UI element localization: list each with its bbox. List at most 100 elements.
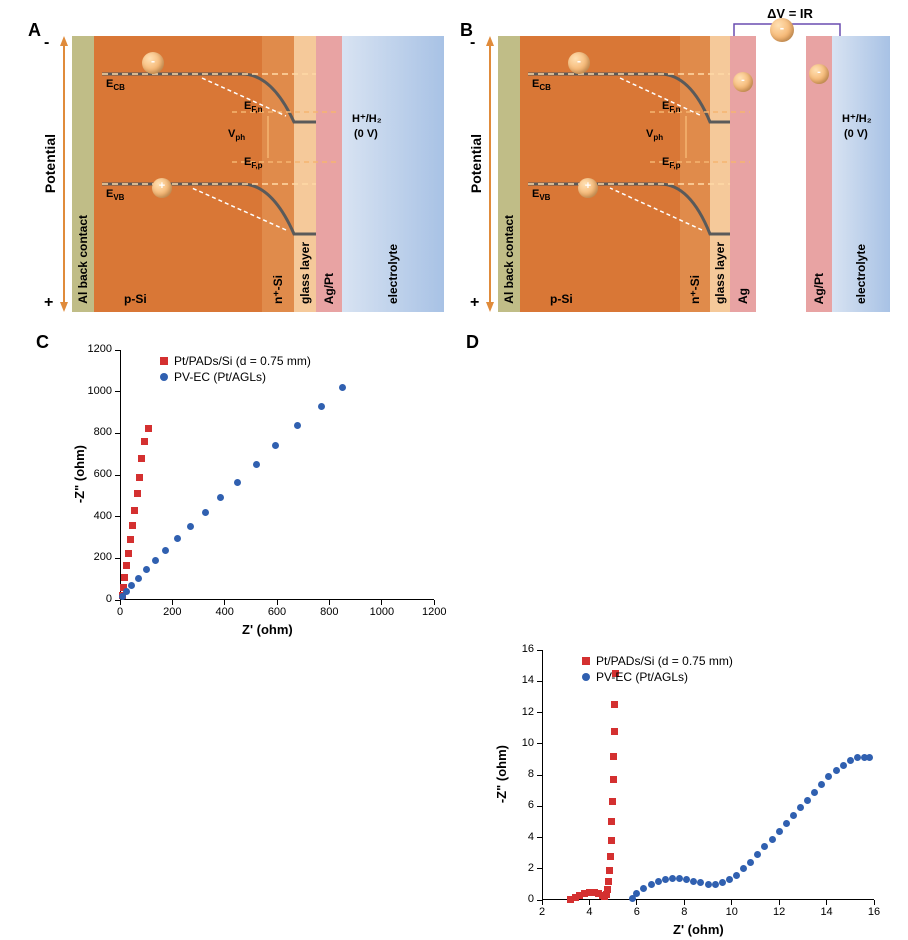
xtick xyxy=(434,600,435,605)
xtick xyxy=(826,900,827,905)
ytick xyxy=(537,650,542,651)
data-point xyxy=(811,789,818,796)
data-point xyxy=(662,876,669,883)
band-diagram-b: Potential - + ΔV = IR Al back contactp-S… xyxy=(470,24,890,314)
data-point xyxy=(769,836,776,843)
data-point xyxy=(145,425,152,432)
data-point xyxy=(605,878,612,885)
ytick-label: 8 xyxy=(528,768,534,780)
xtick-label: 6 xyxy=(625,906,649,918)
data-point xyxy=(655,878,662,885)
legend-text: Pt/PADs/Si (d = 0.75 mm) xyxy=(596,654,733,668)
data-point xyxy=(611,701,618,708)
data-point xyxy=(610,776,617,783)
data-point xyxy=(318,403,325,410)
ytick-label: 0 xyxy=(106,593,112,605)
data-point xyxy=(141,438,148,445)
electron-icon: - xyxy=(568,52,590,74)
legend-marker-icon xyxy=(582,673,590,681)
data-point xyxy=(121,574,128,581)
legend: Pt/PADs/Si (d = 0.75 mm) PV-EC (Pt/AGLs) xyxy=(582,654,733,686)
data-point xyxy=(783,820,790,827)
hole-icon: + xyxy=(152,178,172,198)
label-vph: Vph xyxy=(646,128,663,142)
xtick-label: 200 xyxy=(160,606,184,618)
x-axis-label: Z' (ohm) xyxy=(242,622,293,637)
electron-icon: - xyxy=(142,52,164,74)
xtick xyxy=(731,900,732,905)
data-point xyxy=(833,767,840,774)
ytick xyxy=(115,558,120,559)
data-point xyxy=(790,812,797,819)
label-efn: EF,n xyxy=(662,100,680,114)
data-point xyxy=(608,837,615,844)
legend: Pt/PADs/Si (d = 0.75 mm) PV-EC (Pt/AGLs) xyxy=(160,354,311,386)
legend-text: Pt/PADs/Si (d = 0.75 mm) xyxy=(174,354,311,368)
data-point xyxy=(123,562,130,569)
data-point xyxy=(719,879,726,886)
data-point xyxy=(733,872,740,879)
delta-v-annotation: ΔV = IR xyxy=(750,6,830,21)
data-point xyxy=(125,550,132,557)
data-point xyxy=(202,509,209,516)
data-point xyxy=(606,867,613,874)
ytick-label: 2 xyxy=(528,862,534,874)
data-point xyxy=(726,876,733,883)
xtick xyxy=(636,900,637,905)
xtick xyxy=(381,600,382,605)
y-axis-label: -Z" (ohm) xyxy=(494,745,509,803)
label-h-h2: H⁺/H₂ xyxy=(352,112,382,125)
data-point xyxy=(131,507,138,514)
panel-label-a: A xyxy=(28,20,41,41)
label-efp: EF,p xyxy=(662,156,680,170)
ytick xyxy=(537,806,542,807)
ytick-label: 6 xyxy=(528,799,534,811)
xtick xyxy=(277,600,278,605)
data-point xyxy=(187,523,194,530)
ytick xyxy=(537,712,542,713)
legend-marker-icon xyxy=(160,357,168,365)
plot-area xyxy=(542,650,874,900)
x-axis-label: Z' (ohm) xyxy=(673,922,724,937)
nyquist-chart-c: 0200400600800100012000200400600800100012… xyxy=(64,340,444,640)
ytick xyxy=(537,681,542,682)
label-ecb: ECB xyxy=(106,78,125,92)
data-point xyxy=(840,762,847,769)
data-point xyxy=(253,461,260,468)
label-h-h2: H⁺/H₂ xyxy=(842,112,872,125)
data-point xyxy=(138,455,145,462)
ytick xyxy=(537,775,542,776)
ytick xyxy=(537,868,542,869)
label-evb: EVB xyxy=(532,188,550,202)
nyquist-chart-d: 2468101214160246810121416Z' (ohm)-Z" (oh… xyxy=(494,640,884,940)
xtick-label: 4 xyxy=(577,906,601,918)
plot-area xyxy=(120,350,434,600)
xtick-label: 10 xyxy=(720,906,744,918)
xtick-label: 600 xyxy=(265,606,289,618)
legend-item: PV-EC (Pt/AGLs) xyxy=(160,370,311,384)
data-point xyxy=(648,881,655,888)
data-point xyxy=(136,474,143,481)
ytick xyxy=(115,600,120,601)
label-evb: EVB xyxy=(106,188,124,202)
legend-text: PV-EC (Pt/AGLs) xyxy=(596,670,688,684)
xtick-label: 2 xyxy=(530,906,554,918)
xtick xyxy=(172,600,173,605)
xtick xyxy=(874,900,875,905)
data-point xyxy=(608,818,615,825)
data-point xyxy=(611,728,618,735)
panel-label-c: C xyxy=(36,332,49,353)
ytick xyxy=(537,837,542,838)
ytick-label: 600 xyxy=(94,468,112,480)
data-point xyxy=(339,384,346,391)
data-point xyxy=(604,886,611,893)
data-point xyxy=(129,522,136,529)
electron-icon: - xyxy=(809,64,829,84)
label-zero-v: (0 V) xyxy=(844,128,868,140)
label-efn: EF,n xyxy=(244,100,262,114)
label-efp: EF,p xyxy=(244,156,262,170)
panel-label-b: B xyxy=(460,20,473,41)
legend-item: Pt/PADs/Si (d = 0.75 mm) xyxy=(160,354,311,368)
xtick-label: 14 xyxy=(815,906,839,918)
ytick-label: 1000 xyxy=(88,385,112,397)
